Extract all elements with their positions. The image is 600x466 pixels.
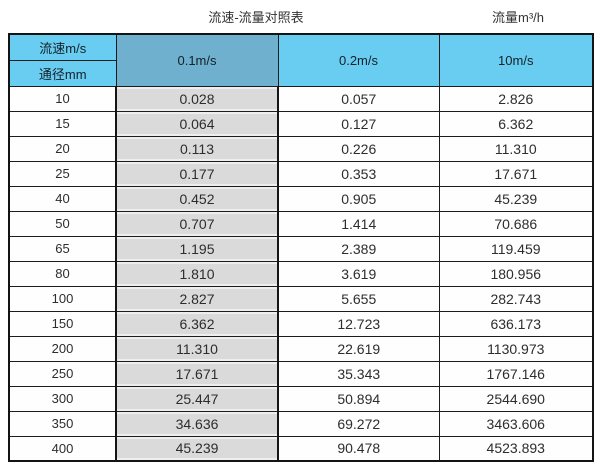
flow-unit-label: 流量m³/h (491, 10, 545, 25)
table-row: 350 34.636 69.272 3463.606 (8, 410, 594, 437)
value-cell: 0.177 (115, 160, 279, 187)
value-cell: 0.113 (115, 135, 279, 162)
value-cell: 1767.146 (438, 360, 594, 387)
table-row: 150 6.362 12.723 636.173 (8, 310, 594, 337)
flow-rate-table: 流速m/s 0.1m/s 0.2m/s 10m/s 通径mm 10 0.028 0.… (8, 33, 594, 462)
value-cell: 1.414 (277, 210, 440, 237)
table-row: 25 0.177 0.353 17.671 (8, 160, 594, 187)
value-cell: 17.671 (438, 160, 594, 187)
table-title: 流速-流量对照表 (208, 10, 304, 25)
diameter-cell: 350 (8, 410, 117, 437)
value-cell: 3463.606 (438, 410, 594, 437)
value-cell: 45.239 (115, 435, 279, 462)
value-cell: 0.028 (115, 85, 279, 112)
corner-label-diameter: 通径mm (8, 59, 117, 87)
diameter-cell: 400 (8, 435, 117, 462)
diameter-cell: 65 (8, 235, 117, 262)
value-cell: 2.826 (438, 85, 594, 112)
value-cell: 11.310 (438, 135, 594, 162)
diameter-cell: 80 (8, 260, 117, 287)
value-cell: 50.894 (277, 385, 440, 412)
column-header-0-2ms: 0.2m/s (277, 33, 440, 87)
value-cell: 22.619 (277, 335, 440, 362)
table-row: 100 2.827 5.655 282.743 (8, 285, 594, 312)
value-cell: 1130.973 (438, 335, 594, 362)
value-cell: 0.057 (277, 85, 440, 112)
value-cell: 34.636 (115, 410, 279, 437)
value-cell: 0.452 (115, 185, 279, 212)
value-cell: 0.707 (115, 210, 279, 237)
table-row: 400 45.239 90.478 4523.893 (8, 435, 594, 462)
value-cell: 0.064 (115, 110, 279, 137)
diameter-cell: 250 (8, 360, 117, 387)
column-header-10ms: 10m/s (438, 33, 594, 87)
header-row-top: 流速m/s 0.1m/s 0.2m/s 10m/s (8, 33, 594, 87)
value-cell: 1.810 (115, 260, 279, 287)
value-cell: 0.905 (277, 185, 440, 212)
value-cell: 4523.893 (438, 435, 594, 462)
diameter-cell: 10 (8, 85, 117, 112)
table-body: 10 0.028 0.057 2.826 15 0.064 0.127 6.362 20 0.11… (8, 85, 594, 462)
table-row: 15 0.064 0.127 6.362 (8, 110, 594, 137)
table-row: 40 0.452 0.905 45.239 (8, 185, 594, 212)
corner-label-velocity: 流速m/s (8, 33, 117, 61)
diameter-cell: 150 (8, 310, 117, 337)
value-cell: 90.478 (277, 435, 440, 462)
value-cell: 119.459 (438, 235, 594, 262)
diameter-cell: 25 (8, 160, 117, 187)
value-cell: 25.447 (115, 385, 279, 412)
value-cell: 282.743 (438, 285, 594, 312)
table-row: 10 0.028 0.057 2.826 (8, 85, 594, 112)
diameter-cell: 40 (8, 185, 117, 212)
table-row: 200 11.310 22.619 1130.973 (8, 335, 594, 362)
value-cell: 180.956 (438, 260, 594, 287)
value-cell: 5.655 (277, 285, 440, 312)
value-cell: 69.272 (277, 410, 440, 437)
header-row-bottom: 通径mm (8, 59, 593, 87)
value-cell: 35.343 (277, 360, 440, 387)
value-cell: 12.723 (277, 310, 440, 337)
value-cell: 70.686 (438, 210, 594, 237)
table-row: 65 1.195 2.389 119.459 (8, 235, 594, 262)
diameter-cell: 100 (8, 285, 117, 312)
value-cell: 3.619 (277, 260, 440, 287)
value-cell: 2544.690 (438, 385, 594, 412)
value-cell: 2.827 (115, 285, 279, 312)
value-cell: 45.239 (438, 185, 594, 212)
table-header: 流速m/s 0.1m/s 0.2m/s 10m/s 通径mm (8, 33, 594, 87)
diameter-cell: 15 (8, 110, 117, 137)
value-cell: 17.671 (115, 360, 279, 387)
value-cell: 1.195 (115, 235, 279, 262)
table-row: 250 17.671 35.343 1767.146 (8, 360, 594, 387)
table-row: 20 0.113 0.226 11.310 (8, 135, 594, 162)
diameter-cell: 20 (8, 135, 117, 162)
value-cell: 6.362 (438, 110, 594, 137)
value-cell: 11.310 (115, 335, 279, 362)
table-row: 50 0.707 1.414 70.686 (8, 210, 594, 237)
value-cell: 0.353 (277, 160, 440, 187)
table-row: 300 25.447 50.894 2544.690 (8, 385, 594, 412)
diameter-cell: 50 (8, 210, 117, 237)
diameter-cell: 300 (8, 385, 117, 412)
value-cell: 636.173 (438, 310, 594, 337)
value-cell: 0.127 (277, 110, 440, 137)
value-cell: 2.389 (277, 235, 440, 262)
value-cell: 6.362 (115, 310, 279, 337)
diameter-cell: 200 (8, 335, 117, 362)
value-cell: 0.226 (277, 135, 440, 162)
table-row: 80 1.810 3.619 180.956 (8, 260, 594, 287)
column-header-0-1ms: 0.1m/s (115, 33, 279, 87)
